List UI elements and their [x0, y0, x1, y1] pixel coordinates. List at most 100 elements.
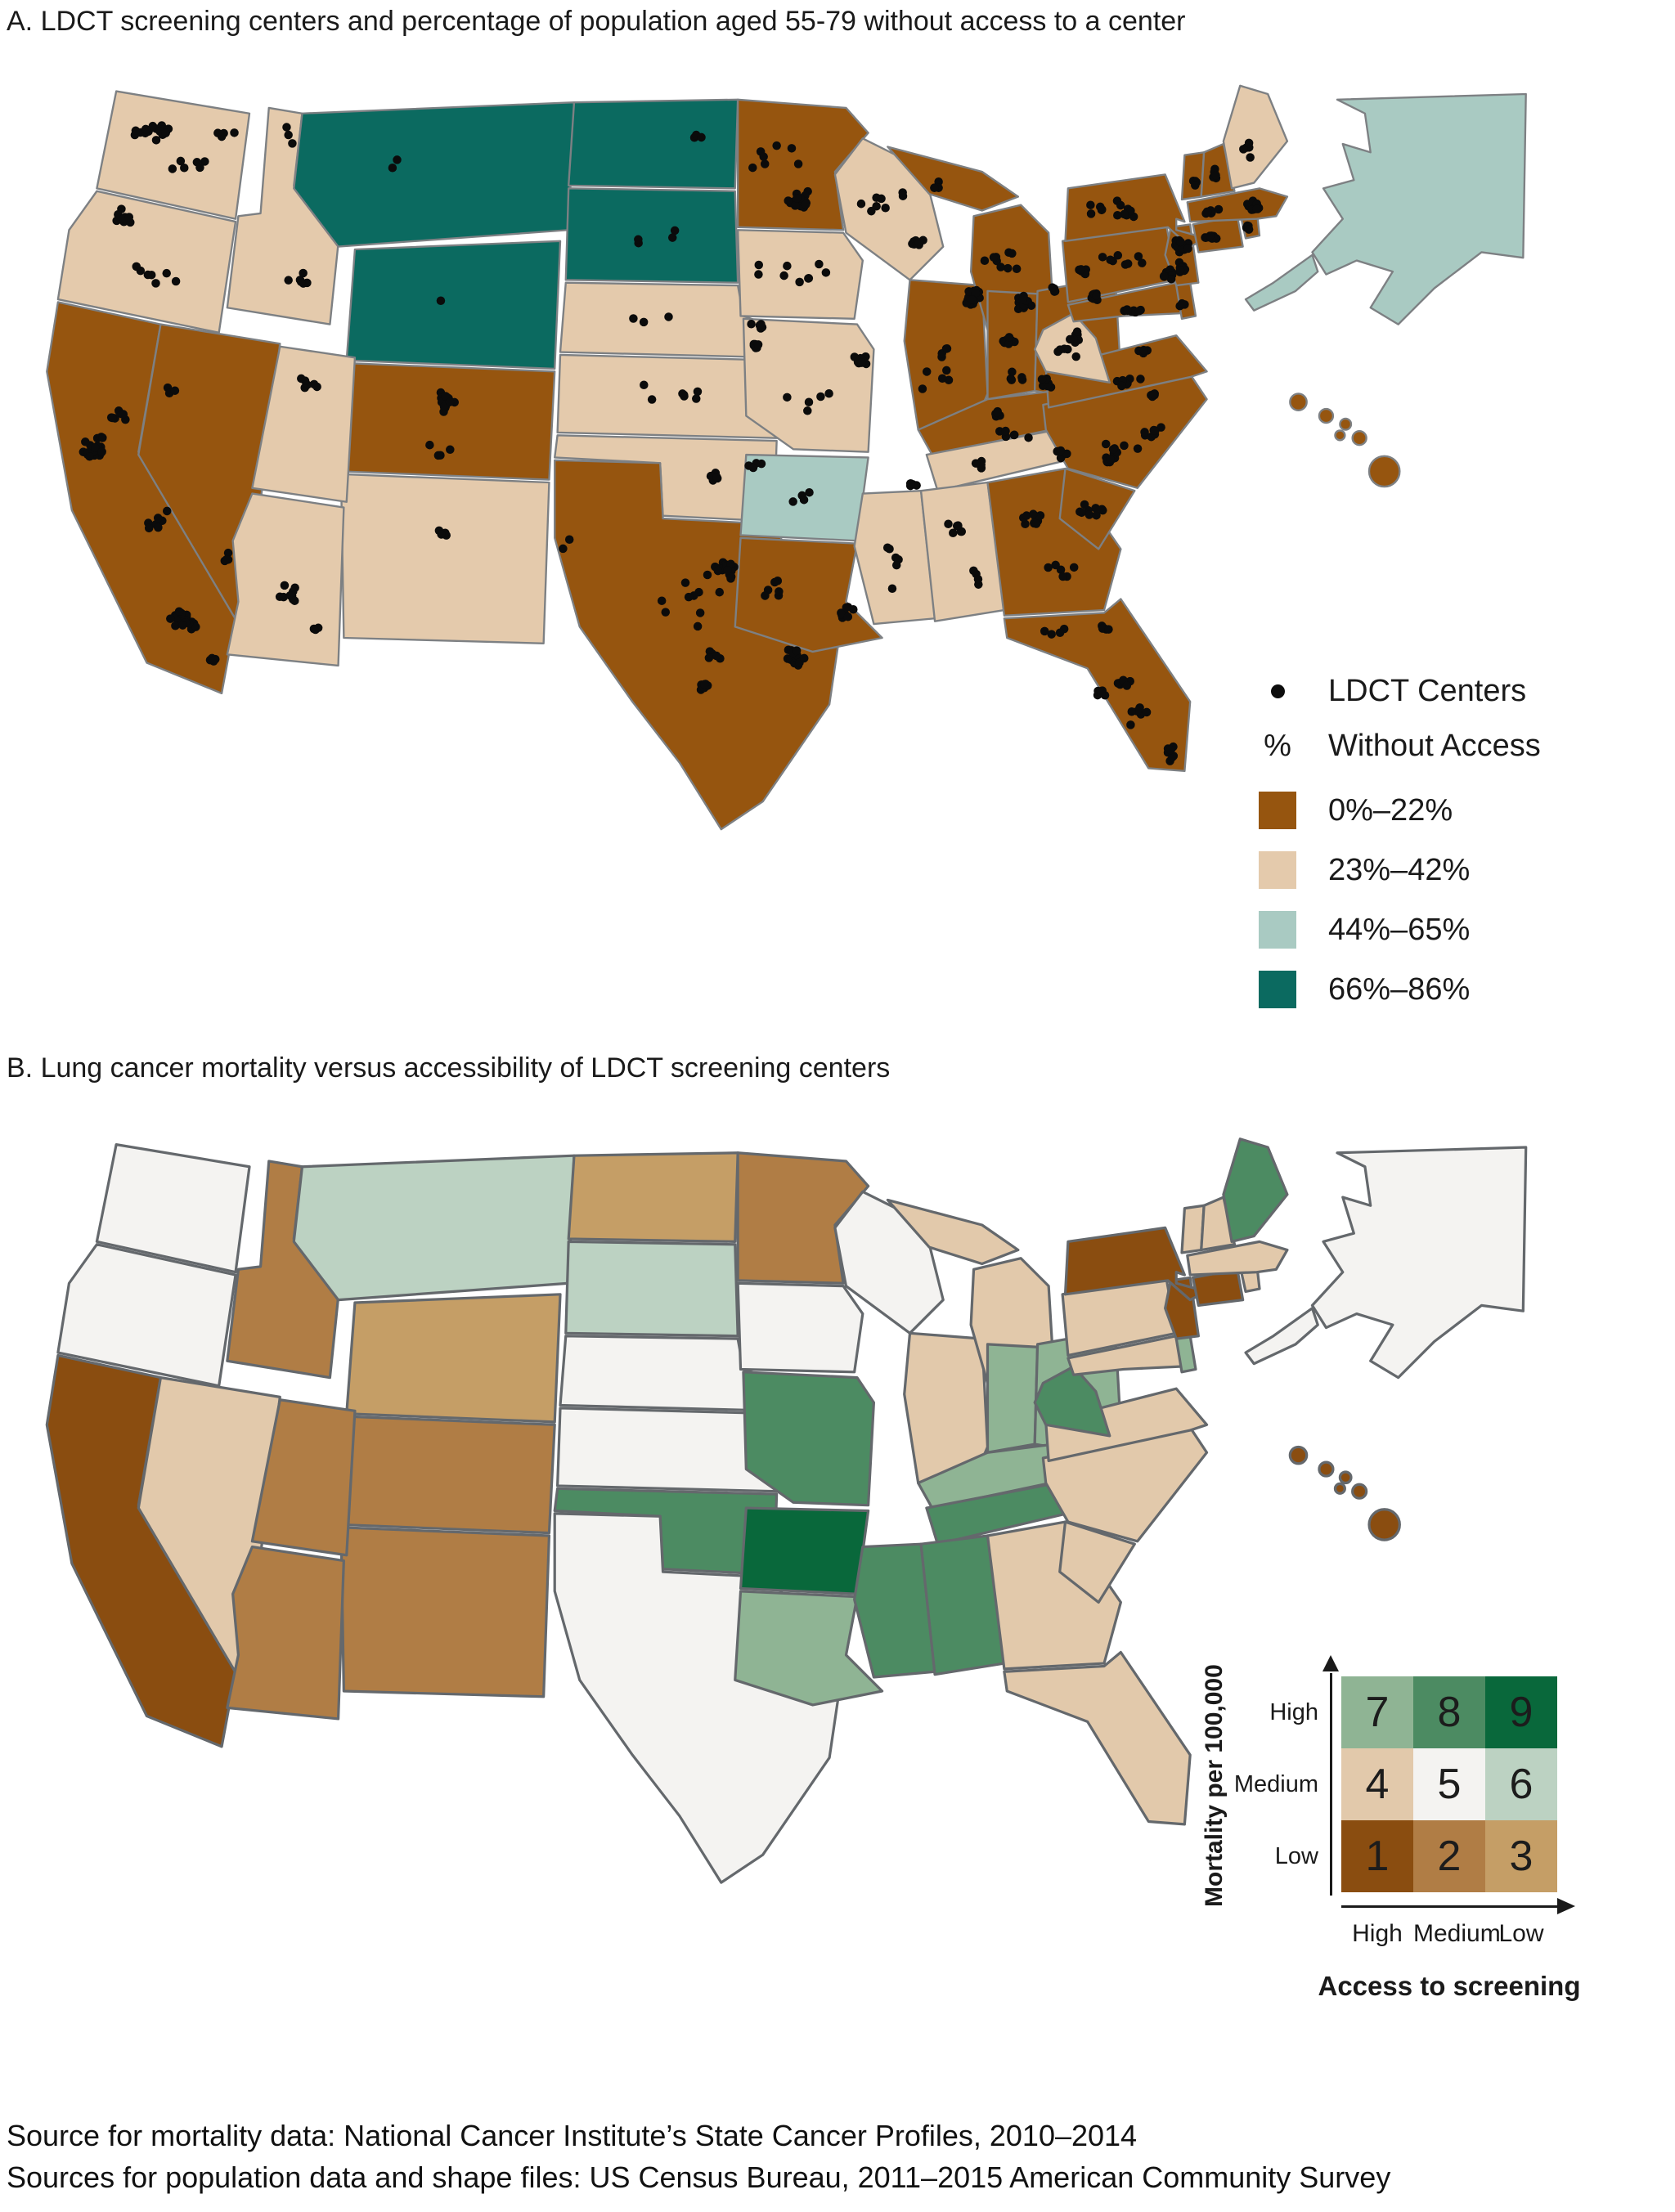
ldct-center-dot: [564, 535, 574, 544]
ldct-center-dot: [284, 130, 293, 140]
ldct-center-dot: [949, 528, 958, 538]
ldct-center-dot: [748, 163, 757, 173]
ldct-center-dot: [1106, 455, 1115, 464]
ldct-center-dot: [446, 445, 455, 455]
ldct-center-dot: [697, 132, 706, 142]
ldct-center-dot: [1097, 689, 1107, 698]
ldct-center-dot: [788, 497, 797, 506]
ldct-center-dot: [803, 406, 812, 415]
ldct-center-dot: [119, 410, 128, 419]
ldct-center-dot: [153, 514, 163, 523]
bivariate-cell-number: 4: [1365, 1761, 1390, 1808]
ldct-center-dot: [1104, 625, 1113, 634]
ldct-center-dot: [667, 233, 677, 242]
ldct-center-dot: [790, 201, 800, 210]
ldct-center-dot: [693, 387, 703, 397]
ldct-center-dot: [178, 621, 187, 630]
ldct-center-dot: [161, 128, 170, 137]
ldct-center-dot: [856, 199, 866, 209]
ldct-center-dot: [1076, 265, 1086, 274]
ldct-center-dot: [1048, 283, 1057, 292]
ldct-center-dot: [1017, 373, 1026, 382]
ldct-center-dot: [799, 495, 809, 505]
legend-class-row: 0%–22%: [1227, 792, 1636, 829]
ldct-center-dot: [1113, 251, 1123, 260]
ldct-center-dot: [1084, 510, 1094, 519]
ldct-center-dot: [1108, 445, 1118, 454]
state-me: [1222, 84, 1289, 190]
ldct-center-dot: [1177, 298, 1187, 308]
state-ny: [1063, 1226, 1209, 1302]
ldct-center-dot: [1008, 367, 1017, 377]
ldct-center-dot: [973, 574, 983, 584]
class-66-86-label: 66%–86%: [1328, 971, 1471, 1007]
ldct-center-dot: [843, 612, 853, 621]
ldct-center-dot: [680, 578, 690, 587]
ldct-center-dot: [726, 572, 736, 581]
ldct-center-dot: [661, 608, 671, 617]
ldct-center-dot: [1116, 200, 1125, 210]
ldct-center-dot: [753, 340, 763, 349]
ldct-center-dot: [1122, 681, 1132, 690]
ldct-center-dot: [425, 440, 434, 450]
state-hi-island-2: [1318, 407, 1335, 424]
state-ut: [251, 345, 357, 503]
ldct-center-dot: [151, 279, 160, 288]
ldct-center-dot: [1056, 446, 1066, 455]
ldct-center-dot: [639, 317, 649, 327]
ldct-center-dot: [849, 604, 858, 614]
ldct-center-dot: [1126, 206, 1135, 216]
ldct-center-dot: [309, 379, 319, 389]
ldct-center-dot: [174, 607, 184, 617]
ldct-center-dot: [891, 560, 901, 570]
ldct-center-dot: [691, 394, 701, 403]
ldct-center-dot: [124, 213, 133, 222]
state-ut: [250, 1398, 357, 1557]
ldct-center-dot: [1098, 505, 1107, 514]
state-hi-island-2: [1318, 1460, 1335, 1478]
state-hi-island-6: [1367, 455, 1401, 488]
state-wa: [96, 90, 251, 220]
ldct-center-dot: [1106, 255, 1115, 264]
state-wa: [95, 1142, 251, 1274]
state-hi-island-5: [1351, 430, 1367, 446]
ldct-center-dot: [300, 376, 310, 385]
ldct-center-dot: [91, 443, 100, 452]
ldct-center-dot: [850, 352, 860, 361]
ldct-center-dot-icon: [1227, 684, 1328, 698]
ldct-center-dot: [1066, 334, 1075, 344]
class-44-65-swatch: [1259, 911, 1296, 949]
bivariate-cell-2: 2: [1413, 1820, 1485, 1892]
state-nd: [567, 98, 739, 190]
ldct-center-dot: [757, 320, 766, 329]
ldct-center-dot: [799, 653, 809, 663]
ldct-center-dot: [200, 157, 209, 166]
ldct-center-dot: [81, 437, 90, 446]
bivariate-cell-number: 2: [1437, 1833, 1462, 1880]
ldct-center-dot: [1183, 244, 1192, 254]
ldct-center-dot: [964, 287, 973, 296]
ldct-center-dot: [1120, 441, 1129, 451]
ldct-center-dot: [670, 226, 680, 236]
ldct-center-dot: [284, 276, 293, 285]
legend-item-ldct-centers: LDCT Centers: [1227, 674, 1636, 709]
ldct-center-dot: [433, 451, 443, 460]
ldct-center-dot: [754, 260, 764, 270]
class-0-22-swatch: [1259, 792, 1296, 829]
panel-b-map: [45, 1137, 1528, 1884]
y-axis-arrow-icon: [1322, 1655, 1339, 1671]
ldct-center-dot: [1092, 510, 1101, 520]
state-nd: [567, 1151, 739, 1243]
ldct-center-dot: [1018, 294, 1027, 304]
ldct-center-dot: [1168, 752, 1177, 762]
ldct-center-dot: [770, 577, 779, 587]
ldct-center-dot: [1097, 205, 1107, 215]
ldct-center-dot: [993, 408, 1002, 417]
state-fl: [1003, 598, 1192, 773]
y-tick-high: High: [1269, 1699, 1318, 1725]
ldct-center-dot: [1176, 237, 1185, 247]
ldct-center-dot: [1076, 507, 1084, 517]
state-ar: [739, 1506, 870, 1595]
state-sd: [564, 1240, 739, 1338]
